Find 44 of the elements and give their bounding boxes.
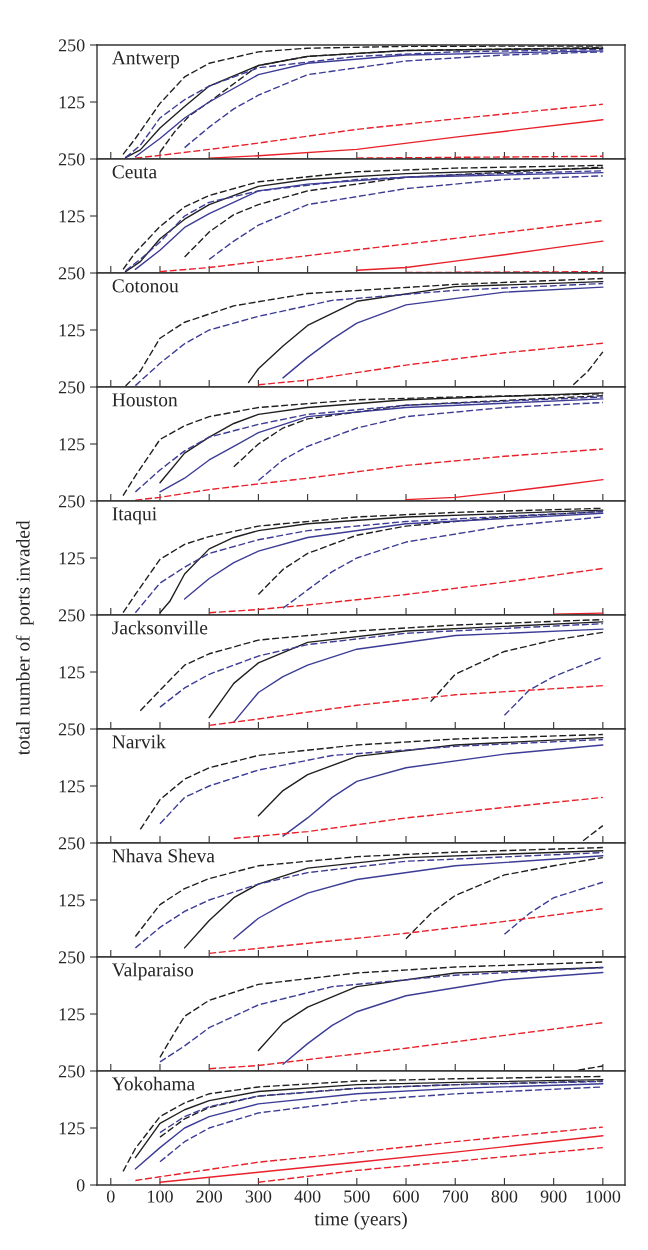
chart-title: Valparaiso (112, 962, 194, 981)
chart-title: Antwerp (111, 51, 180, 69)
y-tick-label: 125 (59, 438, 85, 451)
y-tick-label: 125 (59, 1008, 85, 1021)
y-tick-label: 250 (58, 609, 85, 622)
chart-title: Nhava Sheva (112, 848, 215, 863)
y-tick-label: 250 (58, 951, 85, 964)
chart-title: Jacksonville (112, 620, 208, 635)
y-tick-label: 250 (58, 153, 85, 166)
chart-title: Narvik (112, 734, 166, 749)
x-tick-label: 400 (294, 1190, 321, 1203)
y-tick-label: 250 (58, 267, 85, 280)
x-tick-label: 1000 (586, 1190, 621, 1203)
y-tick-label: 125 (59, 1122, 85, 1135)
chart-title: Yokohama (112, 1076, 195, 1091)
y-tick-label: 125 (59, 894, 85, 907)
y-tick-label: 125 (59, 552, 85, 565)
chart-title: Cotonou (112, 279, 179, 293)
x-tick-label: 600 (393, 1190, 419, 1203)
y-tick-label: 250 (58, 495, 85, 508)
y-tick-label: 125 (59, 666, 85, 679)
x-tick-label: 200 (196, 1190, 223, 1203)
x-tick-label: 700 (442, 1190, 469, 1203)
y-tick-label: 125 (59, 780, 85, 793)
y-tick-label: 250 (58, 723, 85, 736)
y-tick-label: 125 (59, 210, 85, 223)
y-tick-label: 250 (58, 1065, 85, 1078)
x-tick-label: 300 (245, 1190, 272, 1203)
x-tick-label: 500 (344, 1190, 370, 1203)
x-tick-label: 900 (540, 1190, 567, 1203)
y-tick-label: 250 (58, 381, 85, 394)
chart-title: Ceuta (112, 165, 157, 179)
x-axis-title: time (years) (314, 1211, 407, 1230)
y-tick-label: 0 (76, 1179, 85, 1192)
chart-title: Itaqui (112, 507, 157, 525)
x-tick-label: 0 (106, 1190, 115, 1203)
y-axis-title: total number of ports invaded (15, 520, 34, 756)
y-tick-label: 250 (58, 39, 85, 52)
y-tick-label: 250 (58, 837, 85, 850)
chart-title: Houston (112, 393, 178, 407)
x-tick-label: 100 (148, 1190, 173, 1203)
y-tick-label: 125 (59, 324, 85, 337)
x-tick-label: 800 (491, 1190, 518, 1203)
y-tick-label: 125 (59, 96, 85, 109)
